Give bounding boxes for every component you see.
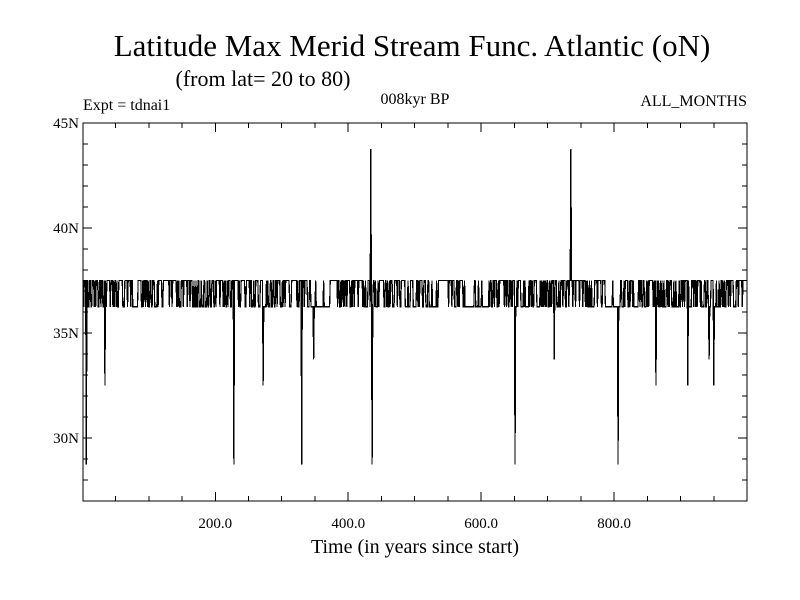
x-axis-ticks xyxy=(115,123,715,501)
x-tick-label: 400.0 xyxy=(331,516,365,532)
y-tick-label: 30N xyxy=(53,431,79,447)
plot-frame xyxy=(82,122,748,502)
chart-subtitle: (from lat= 20 to 80) xyxy=(176,66,351,91)
x-axis-tick-labels: 200.0 400.0 600.0 800.0 xyxy=(198,516,631,532)
y-tick-label: 35N xyxy=(53,326,79,342)
x-tick-label: 200.0 xyxy=(198,516,232,532)
chart-title: Latitude Max Merid Stream Func. Atlantic… xyxy=(114,28,711,63)
y-axis-ticks xyxy=(83,143,747,481)
experiment-label: Expt = tdnai1 xyxy=(83,97,170,114)
period-label: 008kyr BP xyxy=(381,91,450,108)
x-tick-label: 800.0 xyxy=(597,516,631,532)
series-line xyxy=(82,149,747,465)
y-tick-label: 45N xyxy=(53,116,79,132)
y-tick-label: 40N xyxy=(53,221,79,237)
x-axis-label: Time (in years since start) xyxy=(311,536,519,558)
season-label: ALL_MONTHS xyxy=(640,93,747,110)
x-tick-label: 600.0 xyxy=(464,516,498,532)
y-axis-tick-labels: 30N 35N 40N 45N xyxy=(53,116,79,447)
